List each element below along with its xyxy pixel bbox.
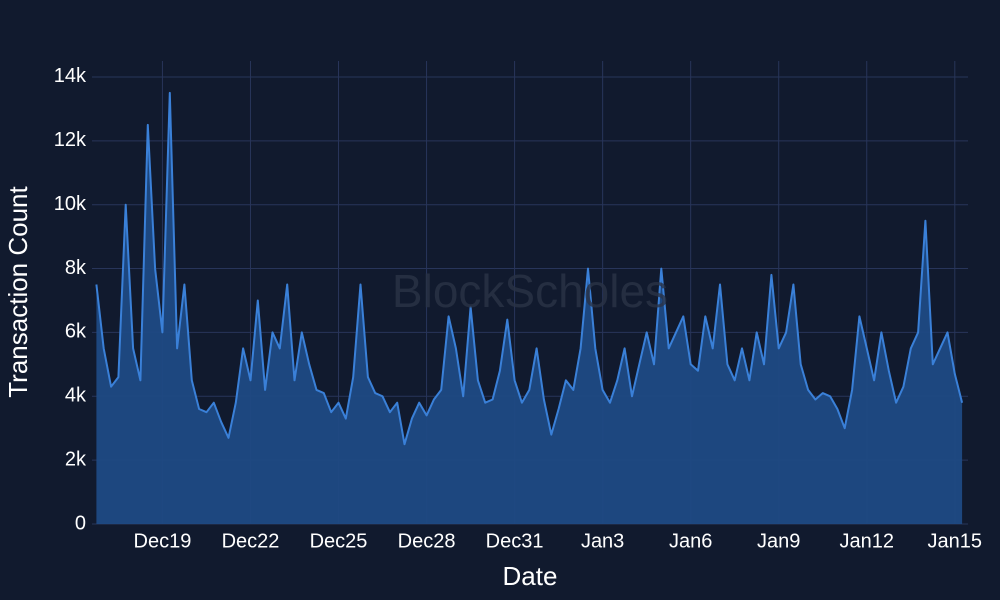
x-tick-label: Jan12 [840, 530, 895, 552]
x-tick-label: Jan9 [757, 530, 800, 552]
y-tick-label: 2k [65, 448, 87, 470]
x-tick-label: Jan6 [669, 530, 712, 552]
y-tick-label: 0 [75, 512, 86, 534]
x-tick-label: Dec25 [310, 530, 368, 552]
x-tick-label: Dec28 [398, 530, 456, 552]
x-tick-label: Jan3 [581, 530, 624, 552]
x-tick-label: Jan15 [928, 530, 983, 552]
y-tick-label: 4k [65, 385, 87, 407]
y-tick-label: 8k [65, 257, 87, 279]
x-tick-label: Dec22 [222, 530, 280, 552]
plot [95, 91, 964, 525]
watermark: BlockScholes [392, 265, 668, 317]
area-line [95, 91, 964, 446]
x-tick-label: Dec19 [134, 530, 192, 552]
area-fill [96, 92, 963, 525]
x-axis-title: Date [503, 561, 558, 591]
y-tick-label: 10k [54, 193, 87, 215]
x-tick-label: Dec31 [486, 530, 544, 552]
y-tick-label: 6k [65, 321, 87, 343]
y-tick-label: 14k [54, 65, 87, 87]
y-axis-title: Transaction Count [3, 185, 33, 397]
y-tick-label: 12k [54, 129, 87, 151]
